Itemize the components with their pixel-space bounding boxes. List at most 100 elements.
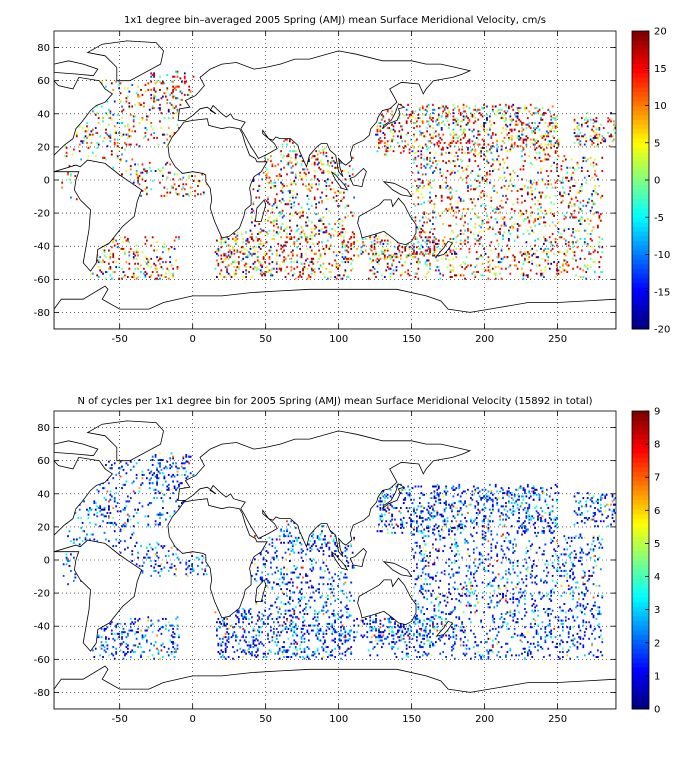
data-bin bbox=[601, 138, 604, 141]
data-bin bbox=[344, 257, 347, 260]
data-bin bbox=[125, 505, 128, 508]
data-bin bbox=[544, 156, 547, 159]
data-bin bbox=[166, 74, 169, 77]
data-bin bbox=[105, 85, 107, 88]
data-bin bbox=[321, 241, 323, 244]
data-bin bbox=[256, 259, 259, 262]
data-bin bbox=[94, 508, 97, 511]
data-bin bbox=[140, 629, 142, 632]
data-bin bbox=[286, 155, 288, 158]
data-bin bbox=[274, 184, 277, 187]
data-bin bbox=[458, 274, 461, 277]
data-bin bbox=[420, 244, 423, 247]
data-bin bbox=[143, 136, 145, 139]
data-bin bbox=[176, 556, 179, 559]
data-bin bbox=[414, 216, 417, 219]
data-bin bbox=[289, 160, 291, 163]
data-bin bbox=[189, 568, 192, 571]
data-bin bbox=[446, 184, 449, 187]
data-bin bbox=[540, 160, 542, 163]
data-bin bbox=[156, 136, 158, 139]
data-bin bbox=[137, 267, 139, 270]
data-bin bbox=[554, 118, 557, 121]
data-bin bbox=[553, 130, 555, 133]
data-bin bbox=[452, 122, 455, 125]
data-bin bbox=[275, 249, 278, 252]
data-bin bbox=[78, 536, 81, 539]
data-bin bbox=[376, 130, 379, 133]
data-bin bbox=[169, 191, 172, 194]
data-bin bbox=[319, 256, 322, 259]
data-bin bbox=[105, 637, 107, 640]
data-bin bbox=[389, 267, 392, 270]
data-bin bbox=[77, 516, 80, 519]
data-bin bbox=[84, 130, 87, 133]
data-bin bbox=[156, 551, 158, 554]
data-bin bbox=[108, 637, 110, 640]
data-bin bbox=[472, 115, 475, 118]
data-bin bbox=[119, 160, 122, 163]
data-bin bbox=[433, 156, 436, 159]
data-bin bbox=[548, 155, 551, 158]
data-bin bbox=[248, 254, 250, 257]
data-bin bbox=[182, 194, 185, 197]
data-bin bbox=[340, 231, 342, 234]
data-bin bbox=[407, 242, 410, 245]
data-bin bbox=[344, 178, 347, 181]
data-bin bbox=[316, 153, 319, 156]
data-bin bbox=[348, 175, 351, 178]
data-bin bbox=[157, 652, 160, 655]
data-bin bbox=[594, 184, 596, 187]
data-bin bbox=[405, 113, 408, 116]
data-bin bbox=[353, 234, 355, 237]
data-bin bbox=[472, 153, 475, 156]
data-bin bbox=[129, 518, 132, 521]
data-bin bbox=[90, 141, 93, 144]
data-bin bbox=[275, 218, 278, 221]
data-bin bbox=[287, 153, 290, 156]
data-bin bbox=[319, 161, 322, 164]
data-bin bbox=[272, 184, 275, 187]
data-bin bbox=[583, 229, 586, 232]
data-bin bbox=[576, 191, 579, 194]
data-bin bbox=[446, 266, 449, 269]
data-bin bbox=[110, 621, 113, 624]
data-bin bbox=[243, 252, 246, 255]
data-bin bbox=[351, 242, 354, 245]
data-bin bbox=[526, 136, 529, 139]
data-bin bbox=[433, 206, 436, 209]
data-bin bbox=[489, 259, 491, 262]
data-bin bbox=[166, 88, 169, 91]
data-bin bbox=[437, 113, 440, 116]
data-bin bbox=[102, 272, 104, 275]
data-bin bbox=[108, 249, 110, 252]
data-bin bbox=[347, 257, 350, 260]
data-bin bbox=[449, 145, 452, 148]
data-bin bbox=[322, 262, 325, 265]
data-bin bbox=[271, 267, 274, 270]
data-bin bbox=[87, 128, 90, 131]
data-bin bbox=[319, 229, 322, 232]
data-bin bbox=[93, 502, 96, 505]
data-bin bbox=[474, 242, 477, 245]
data-bin bbox=[275, 193, 278, 196]
colorbar-segment bbox=[632, 287, 649, 293]
data-bin bbox=[467, 237, 469, 240]
data-bin bbox=[93, 513, 96, 516]
colorbar-segment bbox=[632, 138, 649, 144]
data-bin bbox=[110, 463, 113, 466]
data-bin bbox=[132, 257, 135, 260]
data-bin bbox=[522, 148, 525, 151]
data-bin bbox=[151, 622, 154, 625]
data-bin bbox=[490, 123, 493, 126]
data-bin bbox=[274, 186, 277, 189]
data-bin bbox=[307, 188, 310, 191]
data-bin bbox=[235, 236, 237, 239]
data-bin bbox=[169, 163, 172, 166]
data-bin bbox=[283, 261, 285, 264]
data-bin bbox=[375, 259, 377, 262]
data-bin bbox=[388, 256, 391, 259]
data-bin bbox=[537, 171, 539, 174]
data-bin bbox=[474, 148, 477, 151]
data-bin bbox=[160, 497, 163, 500]
